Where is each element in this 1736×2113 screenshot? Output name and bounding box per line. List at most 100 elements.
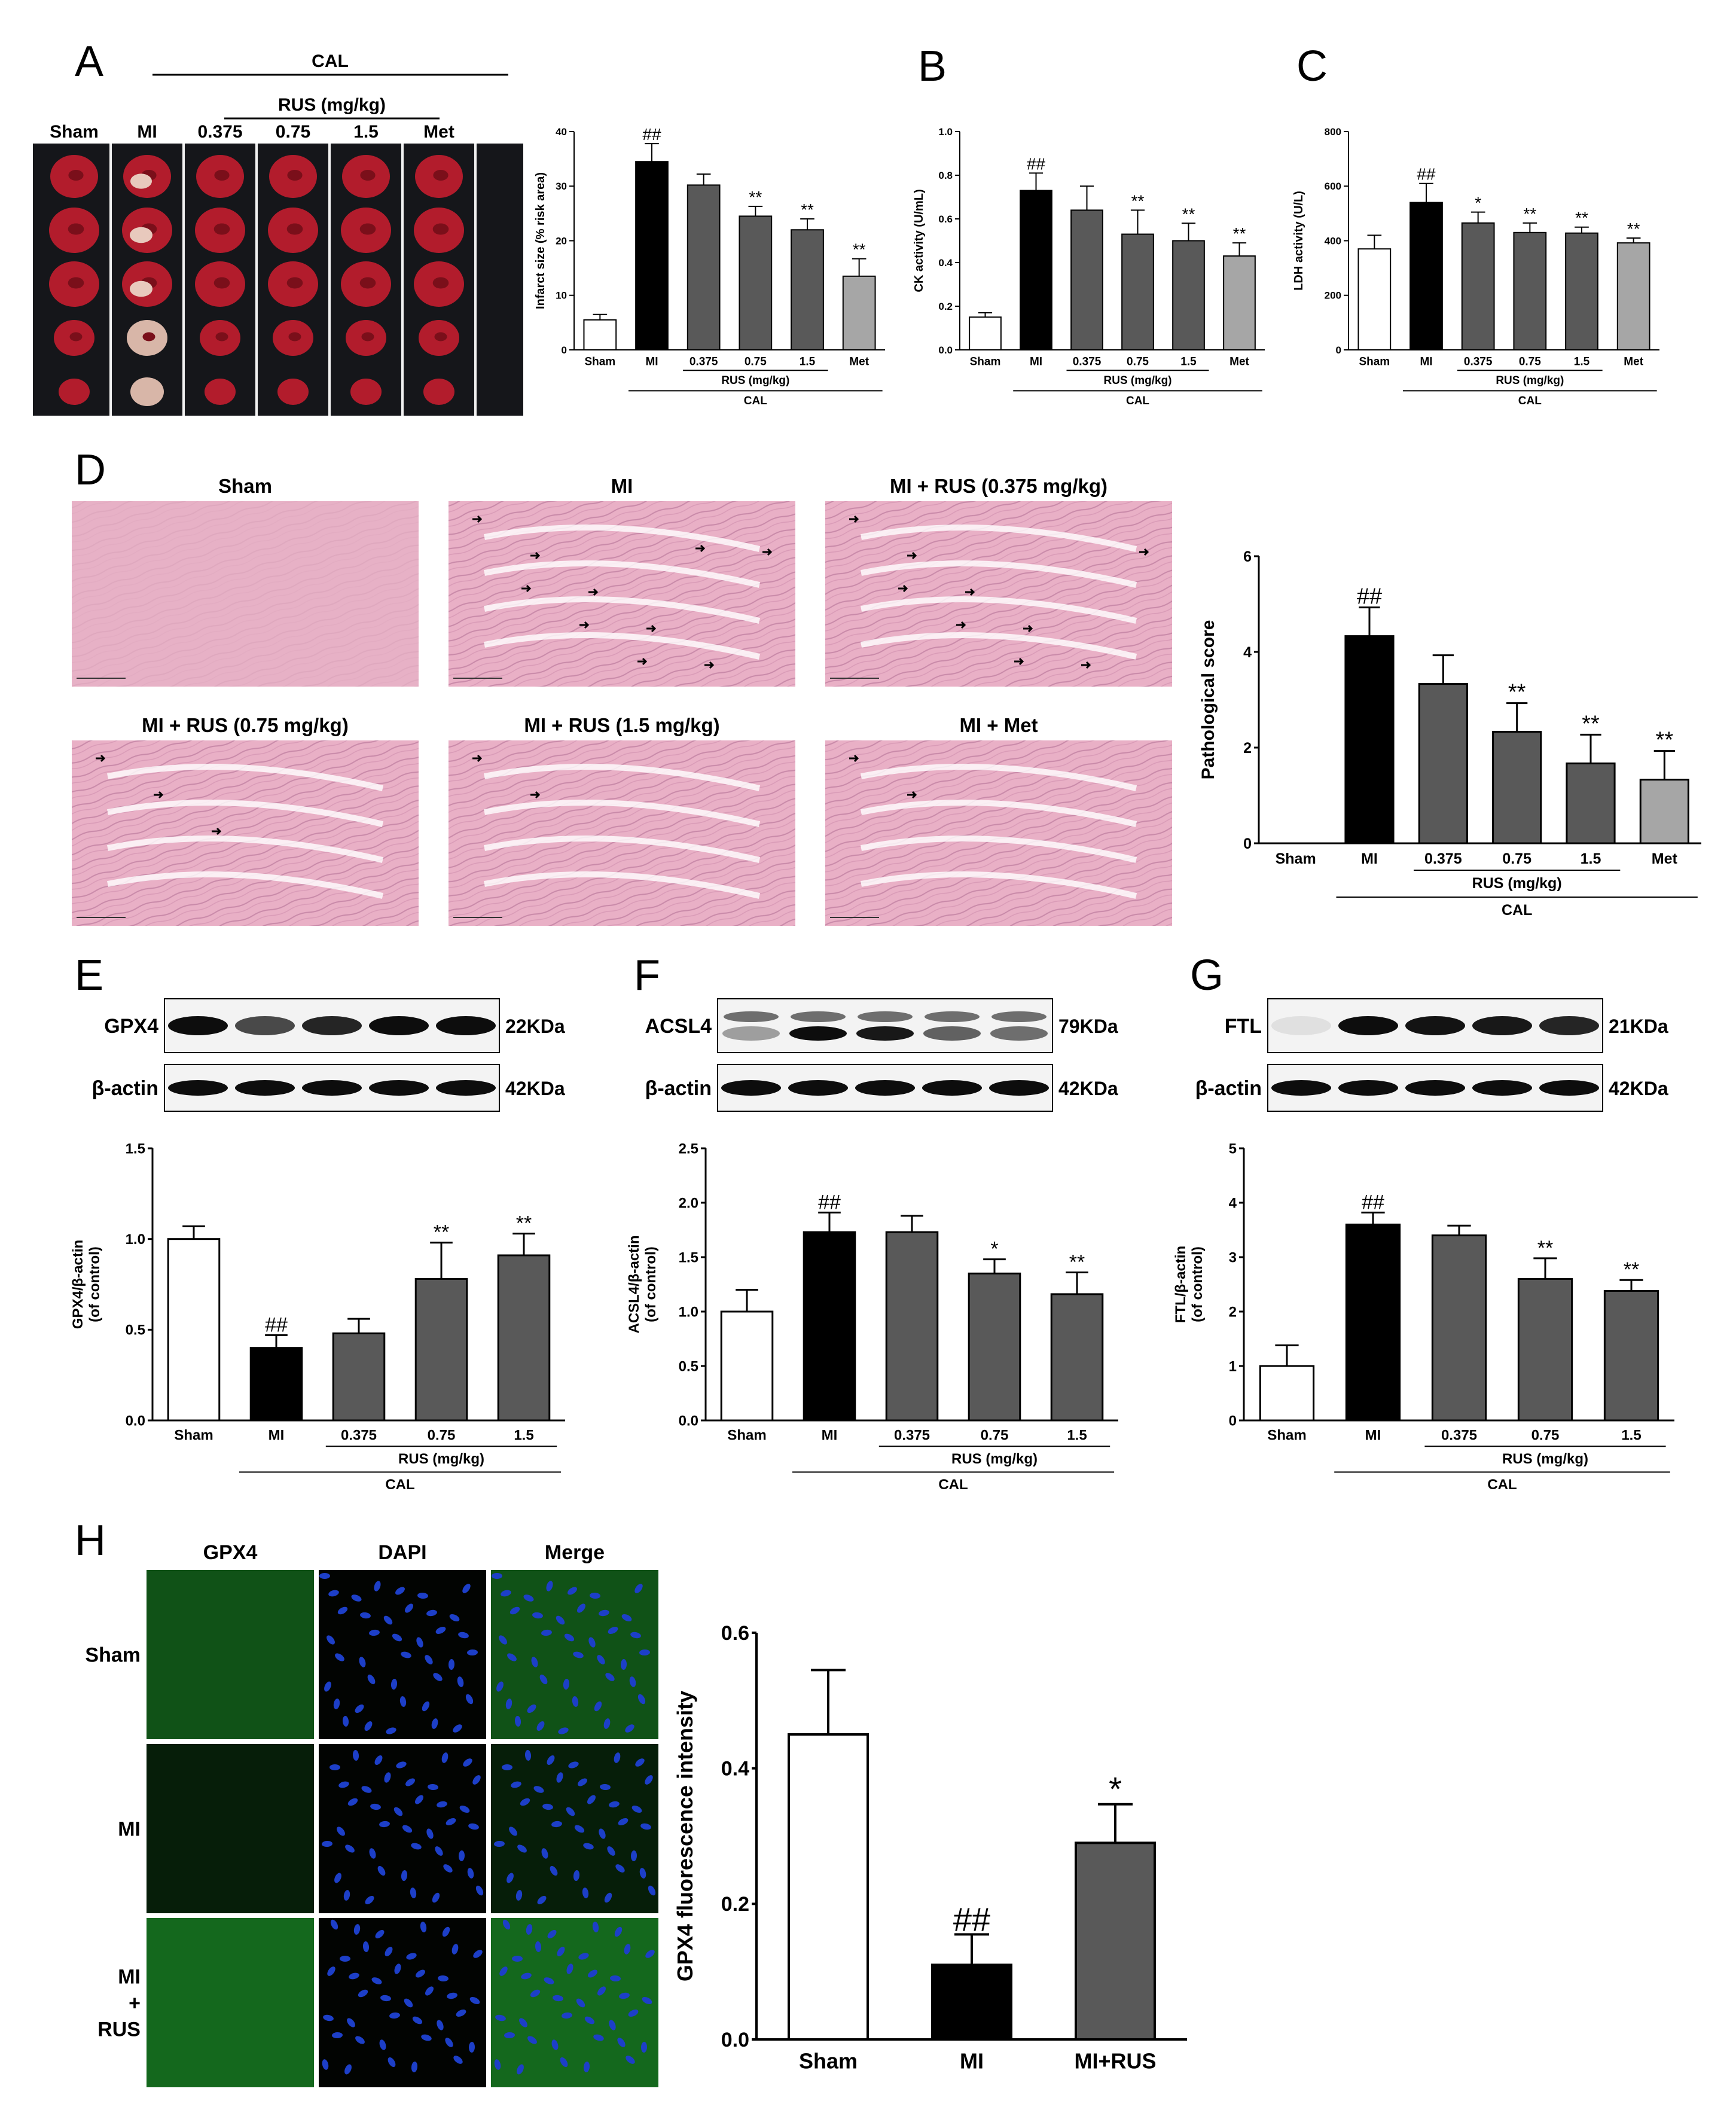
nucleus [550,1865,558,1876]
histology-title: MI + Met [959,714,1038,736]
slice-lumen [286,223,303,235]
blot-label: β-actin [1195,1077,1262,1100]
x-tick-label: MI [269,1427,285,1443]
nucleus [551,1821,562,1828]
significance-mark: ## [1417,165,1436,184]
rus-group-label: RUS (mg/kg) [1502,1451,1588,1467]
nucleus [494,1840,505,1847]
blot-label: FTL [1225,1015,1262,1038]
blot-band [923,1026,981,1041]
nucleus [401,1651,411,1658]
nucleus [414,1795,424,1804]
y-tick-label: 0.0 [126,1413,145,1429]
nucleus [628,2010,639,2017]
blot-band [1405,1080,1465,1096]
y-tick-label: 1.5 [679,1249,698,1266]
nucleus [374,1581,381,1591]
cal-group-label: CAL [744,395,767,407]
bar-0.75 [1492,731,1542,844]
histology-title: MI + RUS (1.5 mg/kg) [524,714,719,736]
histology-title: MI + RUS (0.75 mg/kg) [142,714,349,736]
nucleus [332,2032,343,2039]
nucleus [645,1950,655,1958]
nucleus [379,1821,390,1828]
nucleus [645,1775,653,1785]
nucleus [406,1953,417,1960]
blot-band [168,1016,228,1035]
arrow-icon [646,624,657,633]
nucleus [590,1592,600,1599]
nucleus [588,1637,596,1648]
x-tick-label: 1.5 [514,1427,533,1443]
y-tick-label: 0.6 [721,1622,749,1645]
nucleus [631,1805,642,1813]
nucleus [411,1843,422,1850]
panel-label-g: G [1190,952,1224,999]
y-axis-label: (of control) [1189,1246,1206,1322]
nucleus [604,1892,612,1903]
nucleus [338,1781,349,1788]
significance-mark: ** [1582,711,1600,736]
nucleus [367,1674,376,1685]
x-tick-label: 1.5 [1581,850,1601,867]
x-tick-label: 1.5 [1067,1427,1087,1443]
nucleus [462,1584,471,1593]
blot-band [369,1080,429,1096]
bar-0.75 [1513,231,1547,350]
bar-sham [969,316,1002,350]
nucleus [572,1696,579,1707]
nucleus [639,1649,650,1656]
nucleus [626,2056,635,2064]
blot-label: β-actin [645,1077,712,1100]
panel-d-histology: Sham MI MI + RUS (0.375 mg/kg) MI + RUS (0.… [72,475,1172,926]
nucleus [593,2034,604,2041]
arrow-icon [956,621,966,629]
nucleus [642,1996,652,2005]
arrow-icon [907,791,917,799]
blot-band [1539,1016,1599,1035]
tissue-gap [484,632,761,660]
nucleus [608,1627,618,1634]
nucleus [635,1758,645,1767]
bar-met [842,275,876,350]
nucleus [557,1946,565,1957]
heart-slice [350,379,382,405]
nucleus [512,1956,523,1962]
tissue-gap [484,800,761,827]
nucleus [502,1919,511,1930]
x-tick-label: MI [1420,356,1432,368]
nucleus [425,1986,434,1996]
nucleus [630,1632,641,1639]
arrow-icon [704,661,715,669]
blot-band [856,1026,914,1041]
nucleus [319,1573,330,1579]
nucleus [435,1627,446,1634]
bar-met [1639,779,1689,844]
y-axis-label: FTL/β-actin [1173,1246,1189,1323]
nucleus [634,1584,643,1593]
nucleus [614,1752,621,1763]
nucleus [437,2020,444,2030]
nucleus [594,1701,602,1712]
nucleus [566,1963,573,1974]
y-tick-label: 0.2 [721,1893,749,1916]
nucleus [515,1890,523,1901]
nucleus [328,1590,339,1597]
x-tick-label: 0.375 [1073,356,1102,368]
nucleus [435,1846,443,1856]
column-header-met: Met [423,122,454,142]
nucleus [369,1848,376,1859]
y-tick-label: 0.4 [938,257,953,269]
y-tick-label: 40 [556,126,567,138]
nucleus [473,1950,483,1958]
blot-label: β-actin [92,1077,158,1100]
blot-band [1472,1016,1532,1035]
bar-0.75 [968,1272,1021,1422]
x-tick-label: MI [1030,356,1042,368]
nucleus [447,1992,457,1999]
arrow-icon [1014,657,1024,666]
nucleus [605,1673,615,1681]
y-tick-label: 1.5 [126,1141,145,1157]
bar-sham [1357,248,1392,350]
nucleus [467,1868,474,1879]
